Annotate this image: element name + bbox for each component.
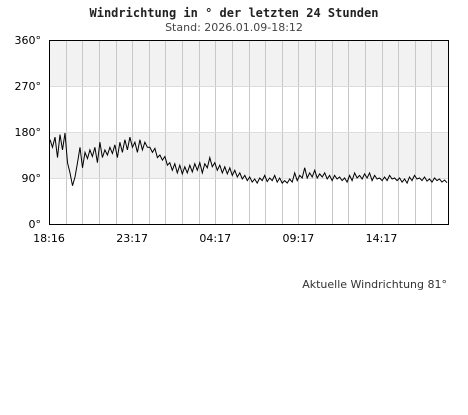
y-axis-ticks: 0° 90° 180° 270° 360° <box>15 34 42 231</box>
x-tick-label: 09:17 <box>283 232 315 245</box>
plot-frame <box>49 40 449 225</box>
x-tick-label: 14:17 <box>366 232 398 245</box>
y-tick-label: 360° <box>15 34 42 47</box>
band-0 <box>49 132 448 178</box>
x-tick-label: 23:17 <box>116 232 148 245</box>
wind-direction-line <box>49 132 448 186</box>
y-tick-label: 90° <box>22 172 42 185</box>
x-tick-label: 04:17 <box>199 232 231 245</box>
x-axis-ticks: 18:16 23:17 04:17 09:17 14:17 <box>33 232 397 245</box>
x-tick-label: 18:16 <box>33 232 65 245</box>
value-bands <box>49 40 448 178</box>
current-wind-direction: Aktuelle Windrichtung 81° <box>302 278 447 291</box>
chart-subtitle: Stand: 2026.01.09-18:12 <box>165 21 303 34</box>
y-tick-label: 270° <box>15 80 42 93</box>
y-tick-label: 180° <box>15 126 42 139</box>
chart-title: Windrichtung in ° der letzten 24 Stunden <box>89 6 379 20</box>
y-tick-label: 0° <box>29 218 42 231</box>
band-1 <box>49 40 448 86</box>
